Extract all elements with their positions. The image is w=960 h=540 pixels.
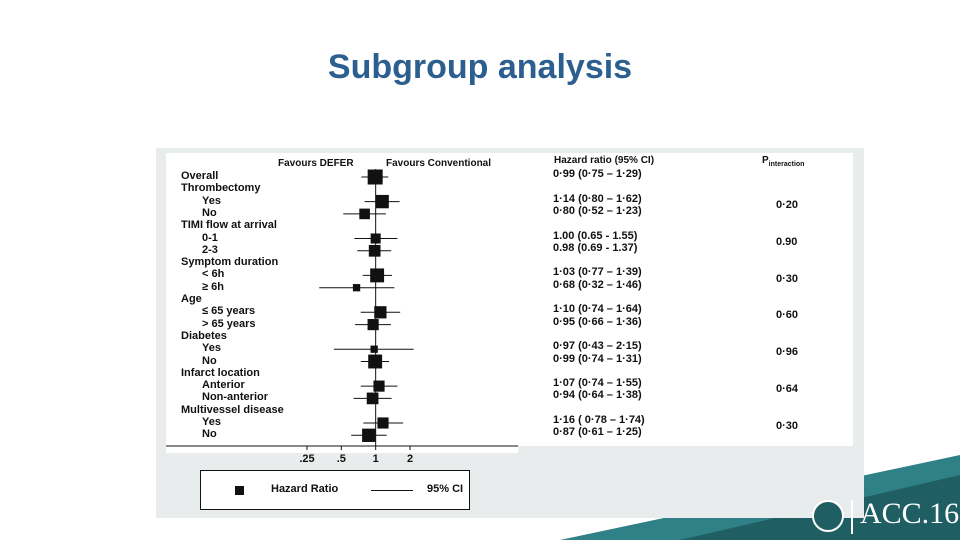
ci-text: 0·87 (0·61 – 1·25) <box>553 426 642 439</box>
ci-text: 1·10 (0·74 – 1·64) <box>553 303 642 316</box>
row-label: > 65 years <box>202 317 256 330</box>
row-label: Thrombectomy <box>181 182 261 195</box>
ci-text: 1·16 ( 0·78 – 1·74) <box>553 414 645 426</box>
legend-marker-label: Hazard Ratio <box>271 483 339 495</box>
x-tick-label: 1 <box>372 453 379 465</box>
p-value: 0·30 <box>776 272 799 285</box>
row-label: Overall <box>181 170 219 182</box>
row-label: No <box>202 206 217 219</box>
ci-text: 0·97 (0·43 – 2·15) <box>553 340 642 353</box>
ci-text: 0·95 (0·66 – 1·36) <box>553 315 642 328</box>
ci-text: 1·07 (0·74 – 1·55) <box>553 377 642 390</box>
ci-text: 0.98 (0.69 - 1.37) <box>553 241 638 254</box>
slide-title: Subgroup analysis <box>327 48 633 86</box>
acc-seal-icon <box>812 500 844 532</box>
x-tick-label: .25 <box>299 453 315 465</box>
row-label: Yes <box>202 416 221 428</box>
header-hazard-ratio: Hazard ratio (95% CI) <box>554 155 655 166</box>
header-p-subscript: interaction <box>768 161 805 168</box>
p-value: 0.90 <box>776 235 798 248</box>
legend-ci-label: 95% CI <box>427 483 464 495</box>
row-label: Symptom duration <box>181 256 279 269</box>
p-value: 0·30 <box>776 420 799 433</box>
p-value: 0·60 <box>776 309 799 322</box>
header-favours-defer: Favours DEFER <box>278 158 354 169</box>
ci-text: 1·03 (0·77 – 1·39) <box>553 266 642 279</box>
row-label: No <box>202 354 217 367</box>
ci-text: 0·68 (0·32 – 1·46) <box>553 278 642 291</box>
row-label: 0-1 <box>202 231 218 244</box>
row-label: 2-3 <box>202 243 218 256</box>
p-value: 0·96 <box>776 346 799 359</box>
p-value: 0·20 <box>776 198 799 211</box>
row-label: Anterior <box>202 379 245 392</box>
chart-legend: Hazard Ratio 95% CI <box>200 470 470 510</box>
ci-text: 0·94 (0·64 – 1·38) <box>553 389 642 402</box>
row-label: TIMI flow at arrival <box>181 219 277 232</box>
row-label: ≤ 65 years <box>202 305 256 318</box>
header-favours-conventional: Favours Conventional <box>386 158 492 169</box>
row-label: Yes <box>202 342 221 355</box>
ci-text: 0·99 (0·74 – 1·31) <box>553 352 642 365</box>
x-tick-label: 2 <box>406 453 414 465</box>
acc-logo-text: ACC.16 <box>860 497 960 530</box>
row-label: Infarct location <box>181 366 260 379</box>
p-value: 0·64 <box>776 383 799 396</box>
row-label: Diabetes <box>181 329 227 342</box>
row-label: Age <box>181 293 202 305</box>
row-label: ≥ 6h <box>202 280 224 293</box>
ci-text: 0·80 (0·52 – 1·23) <box>553 204 642 217</box>
row-label: No <box>202 428 217 441</box>
ci-text: 1·14 (0·80 – 1·62) <box>553 192 642 205</box>
ci-text: 1.00 (0.65 - 1.55) <box>553 229 638 242</box>
logo-divider <box>851 500 853 534</box>
row-label: Non-anterior <box>202 391 268 404</box>
legend-ci-line <box>371 490 413 492</box>
forest-plot-area <box>166 153 518 453</box>
x-tick-label: .5 <box>336 453 346 465</box>
ci-text: 0·99 (0·75 – 1·29) <box>553 168 642 180</box>
legend-marker-square <box>235 486 244 495</box>
row-label: Multivessel disease <box>181 403 284 416</box>
header-p-interaction: Pinteraction <box>762 155 805 168</box>
hazard-table-area <box>518 153 853 446</box>
row-label: Yes <box>202 194 221 207</box>
row-label: < 6h <box>202 268 225 281</box>
